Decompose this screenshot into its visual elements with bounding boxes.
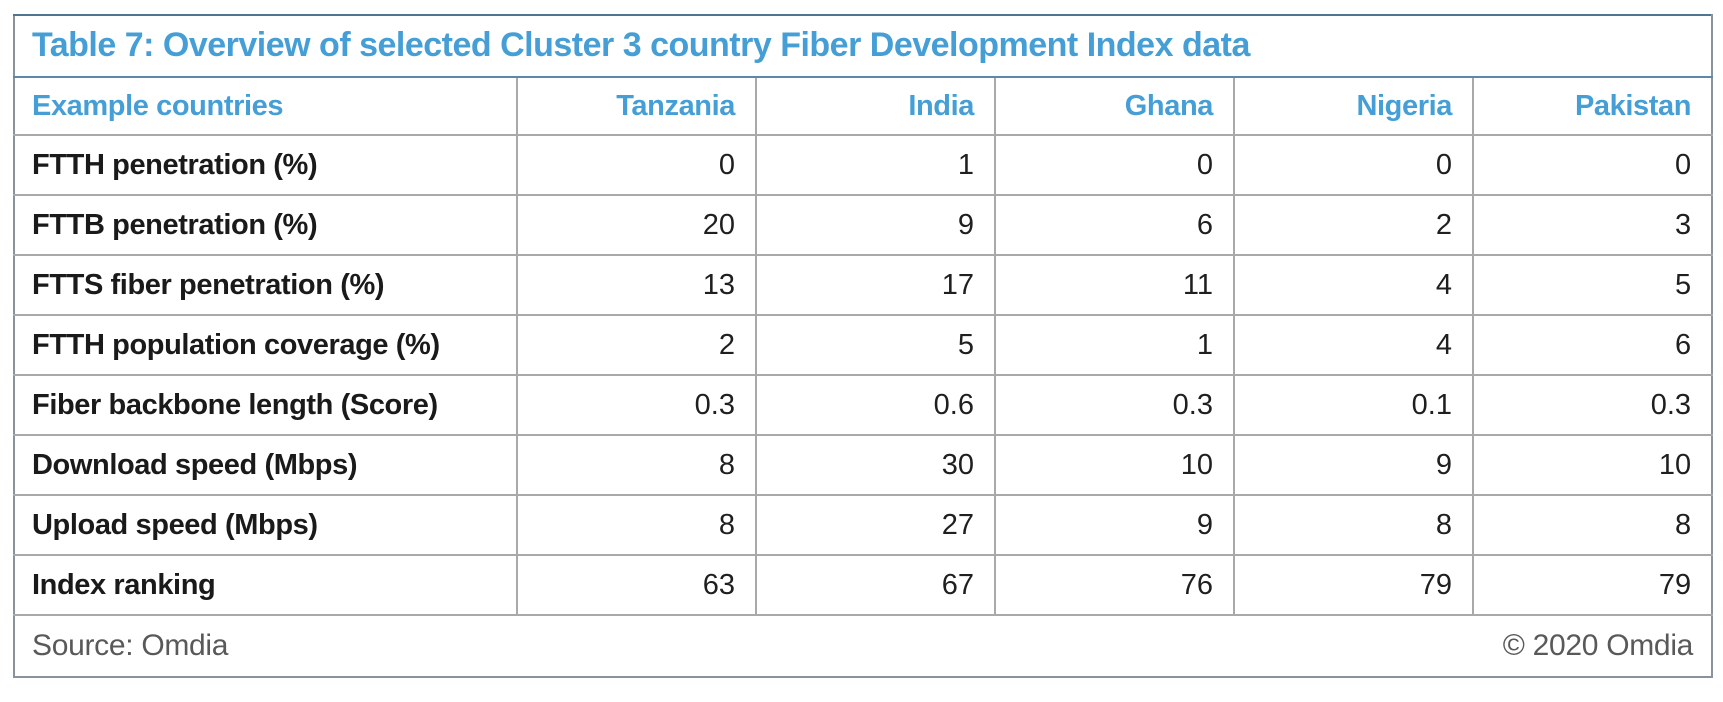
header-country-tanzania: Tanzania: [516, 77, 757, 136]
table-row-upload-speed: Upload speed (Mbps) 8 27 9 8 8: [14, 494, 1713, 556]
value-cell: 17: [755, 254, 996, 316]
value-cell: 0.3: [1471, 374, 1713, 436]
value-cell: 0: [1471, 134, 1713, 196]
value-cell: 63: [516, 554, 757, 616]
value-cell: 5: [755, 314, 996, 376]
value-cell: 20: [516, 194, 757, 256]
value-cell: 8: [516, 494, 757, 556]
value-cell: 27: [755, 494, 996, 556]
table-title: Table 7: Overview of selected Cluster 3 …: [32, 25, 1250, 64]
value-cell: 8: [516, 434, 757, 496]
value-cell: 1: [994, 314, 1235, 376]
row-label: Fiber backbone length (Score): [14, 374, 518, 436]
value-cell: 2: [516, 314, 757, 376]
value-cell: 30: [755, 434, 996, 496]
value-cell: 0.6: [755, 374, 996, 436]
value-cell: 0: [1233, 134, 1474, 196]
value-cell: 0.3: [994, 374, 1235, 436]
value-cell: 6: [1471, 314, 1713, 376]
source-note: Source: Omdia: [32, 629, 229, 662]
table-header-row: Example countries Tanzania India Ghana N…: [14, 77, 1713, 136]
row-label: FTTB penetration (%): [14, 194, 518, 256]
header-country-india: India: [755, 77, 996, 136]
value-cell: 10: [994, 434, 1235, 496]
table-footer-row: Source: Omdia © 2020 Omdia: [14, 614, 1713, 677]
table-row-download-speed: Download speed (Mbps) 8 30 10 9 10: [14, 434, 1713, 496]
value-cell: 13: [516, 254, 757, 316]
value-cell: 0.3: [516, 374, 757, 436]
value-cell: 0: [516, 134, 757, 196]
value-cell: 5: [1471, 254, 1713, 316]
table-row-ftts-fiber-penetration: FTTS fiber penetration (%) 13 17 11 4 5: [14, 254, 1713, 316]
value-cell: 9: [755, 194, 996, 256]
value-cell: 4: [1233, 314, 1474, 376]
value-cell: 1: [755, 134, 996, 196]
value-cell: 79: [1233, 554, 1474, 616]
header-country-nigeria: Nigeria: [1233, 77, 1474, 136]
table-row-index-ranking: Index ranking 63 67 76 79 79: [14, 554, 1713, 616]
table-title-row: Table 7: Overview of selected Cluster 3 …: [14, 15, 1713, 78]
row-label: FTTH population coverage (%): [14, 314, 518, 376]
row-label: Download speed (Mbps): [14, 434, 518, 496]
value-cell: 79: [1471, 554, 1713, 616]
table-row-fiber-backbone-length: Fiber backbone length (Score) 0.3 0.6 0.…: [14, 374, 1713, 436]
value-cell: 0: [994, 134, 1235, 196]
row-label: FTTH penetration (%): [14, 134, 518, 196]
table-row-ftth-population-coverage: FTTH population coverage (%) 2 5 1 4 6: [14, 314, 1713, 376]
value-cell: 2: [1233, 194, 1474, 256]
value-cell: 76: [994, 554, 1235, 616]
value-cell: 6: [994, 194, 1235, 256]
value-cell: 9: [994, 494, 1235, 556]
value-cell: 10: [1471, 434, 1713, 496]
row-label: Upload speed (Mbps): [14, 494, 518, 556]
table-row-ftth-penetration: FTTH penetration (%) 0 1 0 0 0: [14, 134, 1713, 196]
value-cell: 8: [1233, 494, 1474, 556]
row-label: FTTS fiber penetration (%): [14, 254, 518, 316]
header-example-countries: Example countries: [14, 77, 518, 136]
value-cell: 67: [755, 554, 996, 616]
fiber-development-index-table: Table 7: Overview of selected Cluster 3 …: [13, 14, 1714, 678]
value-cell: 11: [994, 254, 1235, 316]
header-country-pakistan: Pakistan: [1471, 77, 1713, 136]
header-country-ghana: Ghana: [994, 77, 1235, 136]
value-cell: 8: [1471, 494, 1713, 556]
value-cell: 0.1: [1233, 374, 1474, 436]
value-cell: 9: [1233, 434, 1474, 496]
table-row-fttb-penetration: FTTB penetration (%) 20 9 6 2 3: [14, 194, 1713, 256]
copyright-note: © 2020 Omdia: [1502, 629, 1694, 662]
value-cell: 4: [1233, 254, 1474, 316]
row-label: Index ranking: [14, 554, 518, 616]
value-cell: 3: [1471, 194, 1713, 256]
